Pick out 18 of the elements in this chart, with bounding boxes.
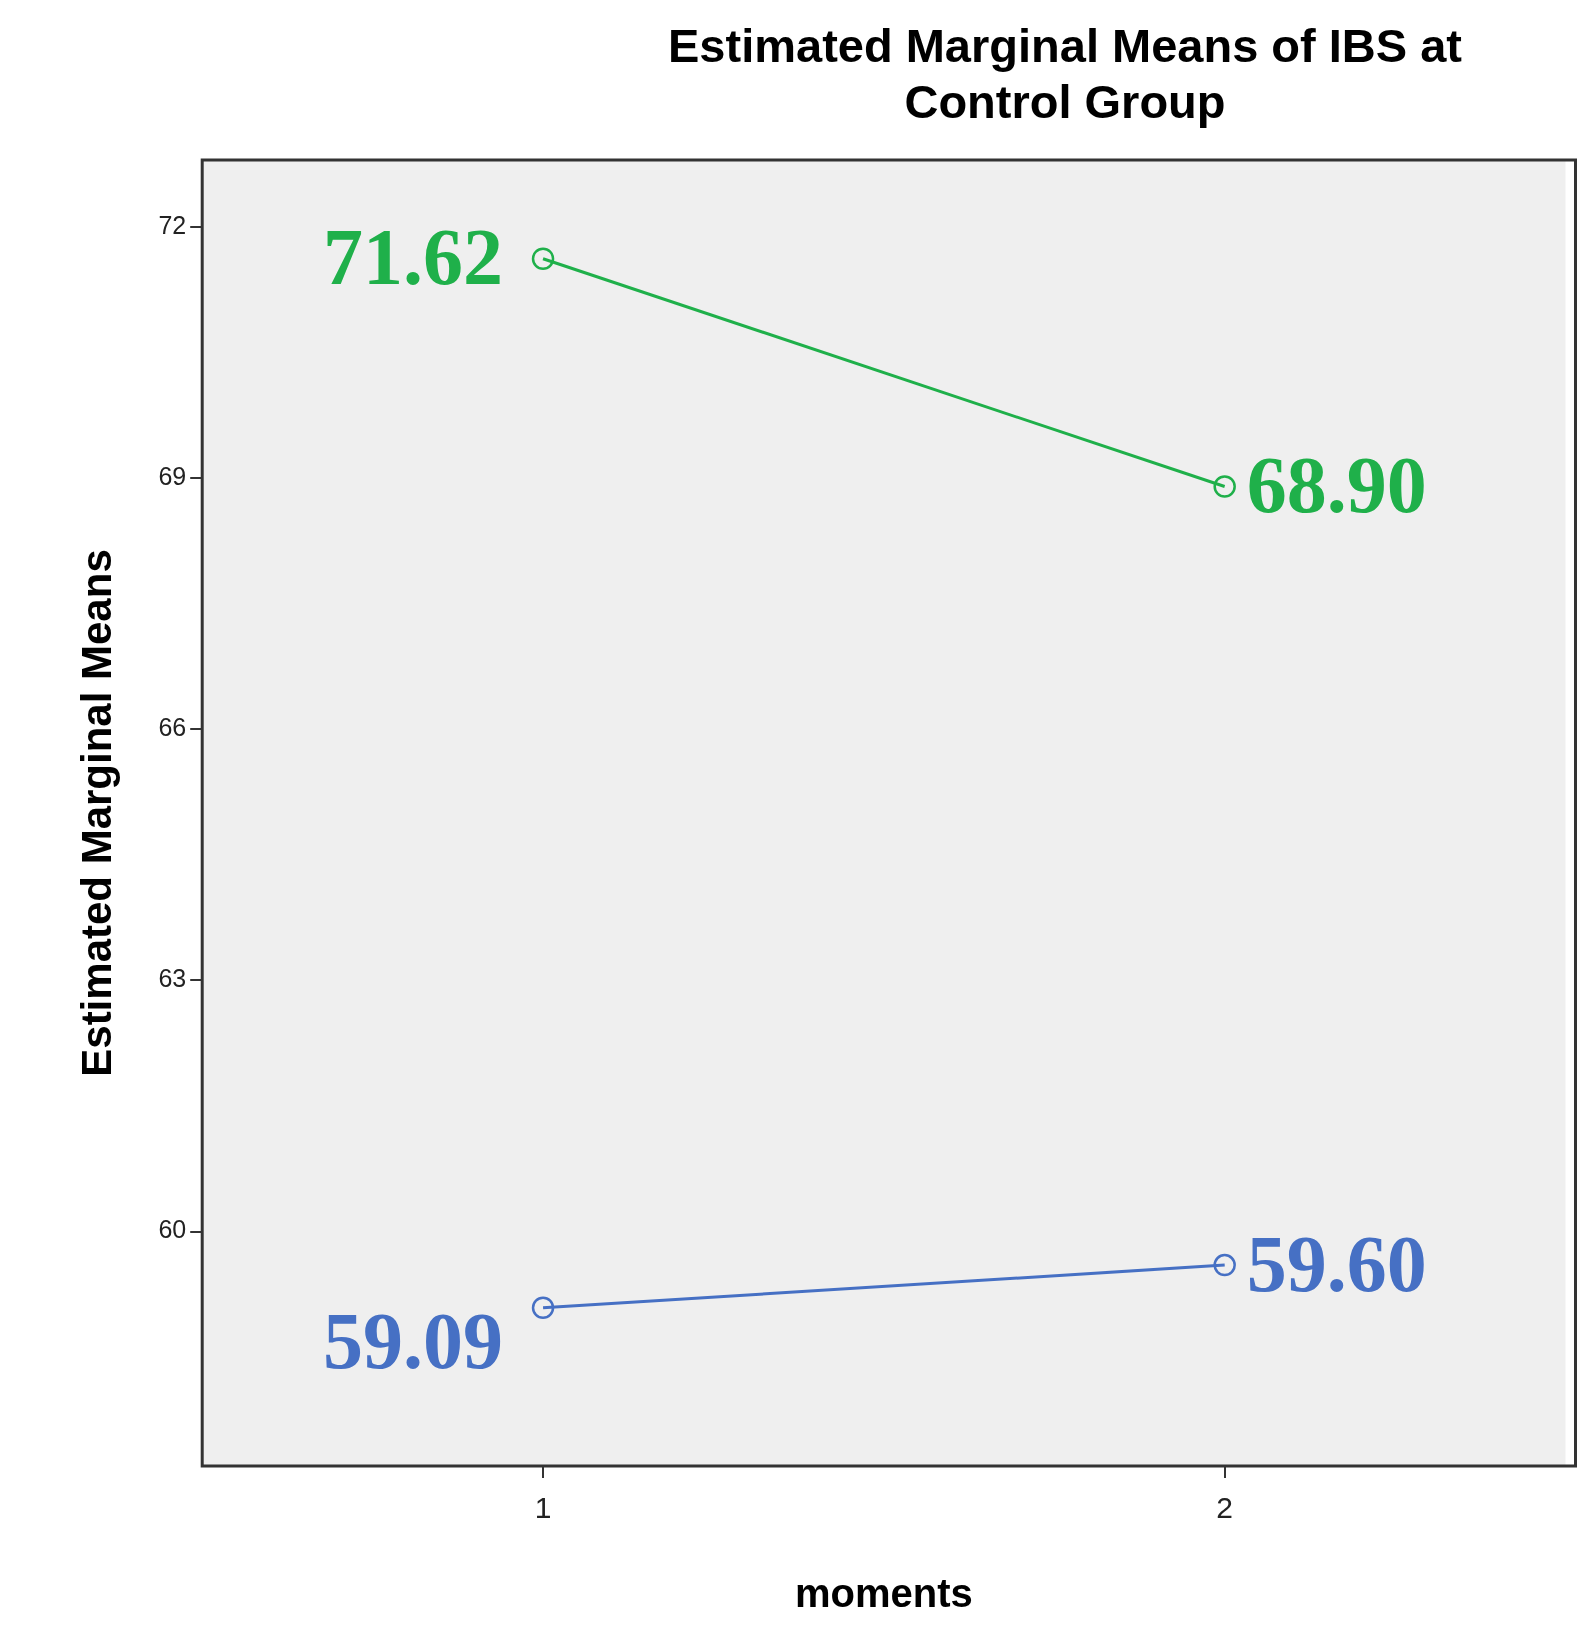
chart-title: Estimated Marginal Means of IBS at Control Group [667,18,1463,130]
data-label: 59.60 [1246,1219,1427,1308]
y-axis-title: Estimated Marginal Means [72,549,120,1077]
data-label: 71.62 [323,213,504,302]
y-tick-label: 60 [158,1215,187,1244]
point [531,247,555,271]
y-tick-label: 63 [158,964,187,993]
x-axis-title: moments [794,1571,973,1616]
data-label: 68.90 [1246,441,1427,530]
x-tick-label: 1 [534,1491,552,1525]
y-tick-label: 72 [158,210,187,239]
y-tick-label: 69 [158,462,187,491]
point [1213,1253,1236,1277]
y-tick-label: 66 [158,713,187,742]
point [531,1296,555,1320]
x-tick-label: 2 [1216,1491,1234,1525]
data-label: 59.09 [323,1297,504,1386]
point [1213,475,1236,498]
